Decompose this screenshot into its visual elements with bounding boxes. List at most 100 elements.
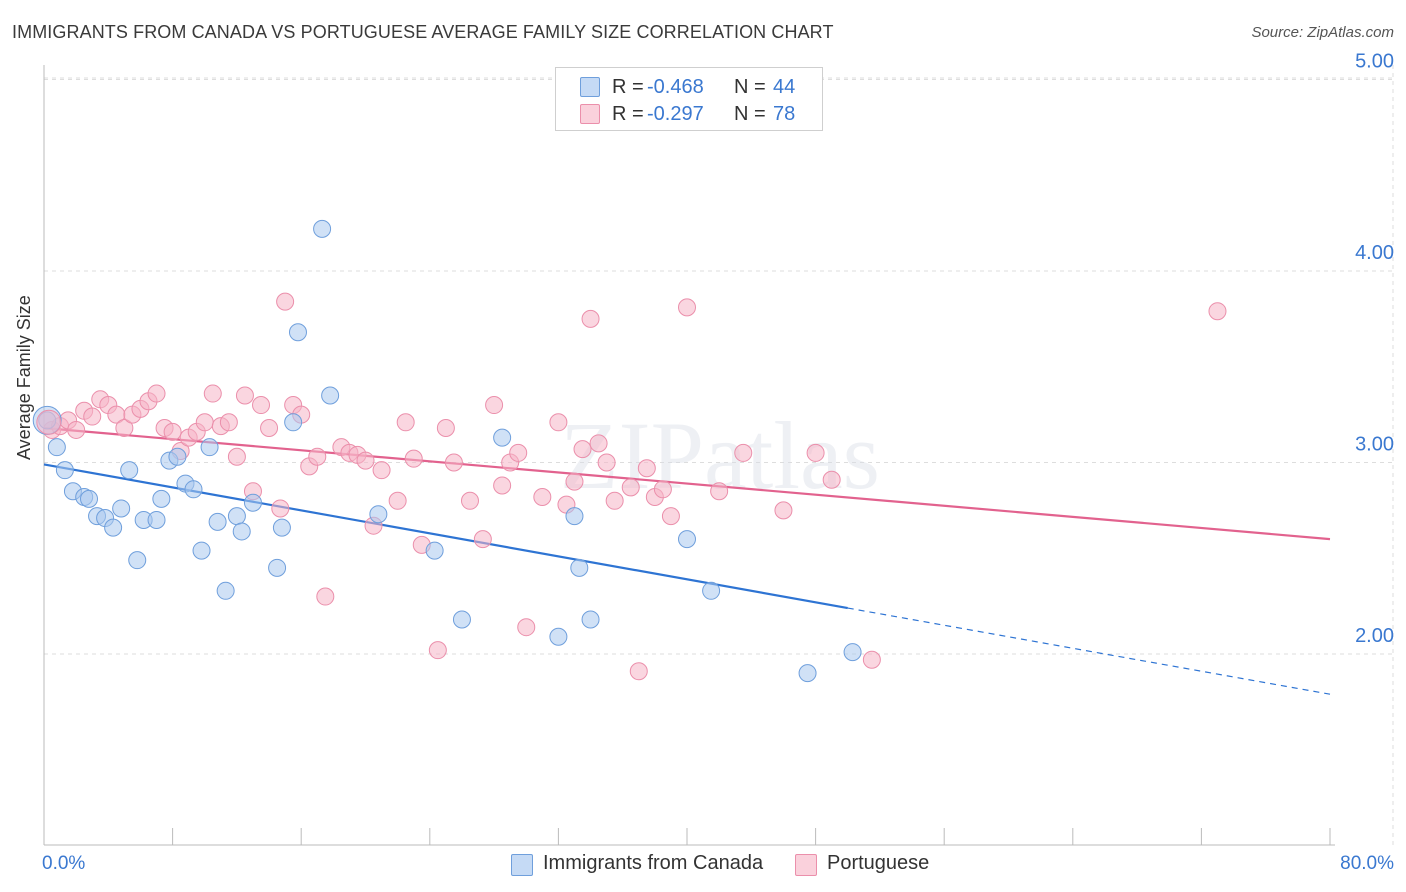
point-canada [232, 522, 251, 541]
point-canada [565, 507, 584, 526]
point-canada [243, 493, 262, 512]
point-canada [581, 610, 600, 629]
point-canada [147, 510, 166, 529]
point-portuguese [460, 491, 479, 510]
legend-row-canada: R = -0.468 N = 44 [556, 74, 822, 100]
point-portuguese [404, 449, 423, 468]
point-portuguese [316, 587, 335, 606]
y-tick-label: 4.00 [1355, 242, 1394, 264]
point-portuguese [629, 662, 648, 681]
n-value: 78 [773, 103, 796, 125]
point-portuguese [605, 491, 624, 510]
point-portuguese [661, 507, 680, 526]
point-canada [208, 512, 227, 531]
point-portuguese [678, 298, 696, 317]
chart-title: IMMIGRANTS FROM CANADA VS PORTUGUESE AVE… [12, 22, 834, 42]
point-portuguese [509, 443, 528, 462]
point-portuguese [260, 419, 279, 438]
point-portuguese [67, 420, 86, 439]
point-portuguese [621, 478, 640, 497]
trend-line-canada-extension [847, 607, 1331, 695]
point-canada [120, 461, 139, 480]
point-canada [798, 664, 817, 683]
point-canada [288, 323, 307, 342]
point-canada [184, 480, 203, 499]
point-portuguese [252, 396, 271, 415]
point-canada [47, 438, 66, 457]
point-canada [227, 507, 246, 526]
point-portuguese [1208, 302, 1227, 321]
point-canada [678, 530, 696, 549]
point-portuguese [473, 530, 492, 549]
point-portuguese [444, 453, 463, 472]
point-canada [425, 541, 444, 560]
point-portuguese [227, 447, 246, 466]
point-portuguese [806, 443, 825, 462]
bottom-legend-swatch-portuguese [795, 854, 817, 876]
y-tick-label: 2.00 [1355, 625, 1394, 647]
point-portuguese [710, 482, 729, 501]
point-canada [493, 428, 512, 447]
point-portuguese [637, 459, 656, 478]
r-value: -0.468 [647, 76, 704, 98]
n-label: N = [734, 76, 766, 98]
point-canada [702, 581, 721, 600]
point-canada [272, 518, 291, 537]
point-portuguese [147, 384, 166, 403]
point-portuguese [597, 453, 616, 472]
point-portuguese [372, 461, 391, 480]
legend-row-portuguese: R = -0.297 N = 78 [556, 101, 822, 127]
y-axis-label: Average Family Size [14, 295, 34, 460]
point-canada [570, 558, 589, 577]
point-portuguese [195, 413, 214, 432]
point-portuguese [485, 396, 504, 415]
r-label: R = [612, 76, 644, 98]
tick-labels: 2.00 3.00 4.00 5.00 0.0% 80.0% [42, 51, 1394, 875]
point-canada [128, 551, 147, 570]
y-tick-label: 3.00 [1355, 434, 1394, 456]
legend-swatch-portuguese [580, 104, 600, 124]
point-canada [452, 610, 471, 629]
legend-swatch-canada [580, 77, 600, 97]
point-canada [112, 499, 131, 518]
point-portuguese [533, 487, 552, 506]
point-canada [55, 461, 74, 480]
bottom-legend-swatch-canada [511, 854, 533, 876]
data-points [32, 219, 1227, 683]
point-portuguese [203, 384, 222, 403]
point-canada [152, 489, 171, 508]
point-portuguese [573, 440, 592, 459]
point-canada [321, 386, 340, 405]
point-canada [216, 581, 235, 600]
point-canada [268, 558, 287, 577]
point-portuguese [163, 422, 182, 441]
point-portuguese [428, 641, 447, 660]
point-canada [369, 505, 388, 524]
chart-source: Source: ZipAtlas.com [1251, 24, 1394, 41]
bottom-legend-label-portuguese: Portuguese [827, 852, 930, 874]
point-portuguese [517, 618, 536, 637]
x-tick-label: 0.0% [42, 853, 85, 874]
point-portuguese [396, 413, 415, 432]
n-label: N = [734, 103, 766, 125]
bottom-legend-label-canada: Immigrants from Canada [543, 852, 764, 874]
point-portuguese [356, 451, 375, 470]
r-label: R = [612, 103, 644, 125]
point-portuguese [653, 480, 672, 499]
point-portuguese [565, 472, 584, 491]
point-portuguese [83, 407, 102, 426]
point-canada [104, 518, 123, 537]
trend-line-portuguese [43, 426, 1331, 541]
point-portuguese [822, 470, 841, 489]
stats-legend: R = -0.468 N = 44 R = -0.297 N = 78 [555, 67, 823, 131]
point-portuguese [549, 413, 568, 432]
axes [43, 65, 1335, 846]
point-portuguese [493, 476, 512, 495]
point-canada [192, 541, 211, 560]
point-portuguese [862, 650, 881, 669]
point-canada [549, 627, 568, 646]
point-canada [284, 413, 303, 432]
point-canada [168, 447, 187, 466]
point-canada [200, 438, 219, 457]
point-portuguese [308, 447, 327, 466]
